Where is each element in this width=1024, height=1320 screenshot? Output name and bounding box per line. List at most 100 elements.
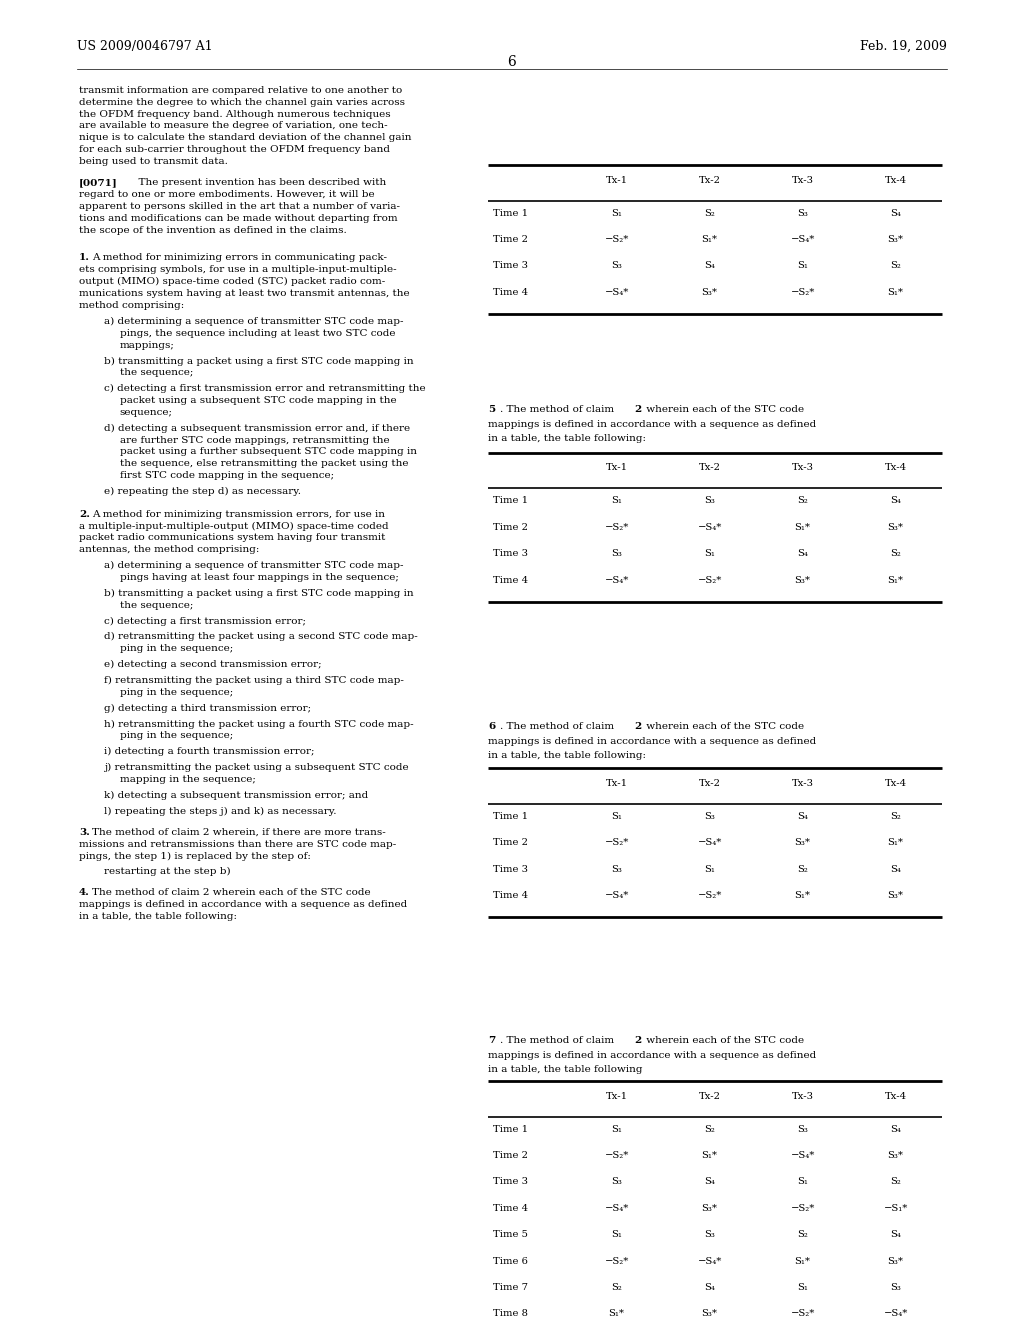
Text: S₃: S₃ — [705, 812, 715, 821]
Text: munications system having at least two transmit antennas, the: munications system having at least two t… — [79, 289, 410, 298]
Text: S₃: S₃ — [611, 261, 622, 271]
Text: The method of claim 2 wherein, if there are more trans-: The method of claim 2 wherein, if there … — [92, 828, 386, 837]
Text: tions and modifications can be made without departing from: tions and modifications can be made with… — [79, 214, 397, 223]
Text: A method for minimizing transmission errors, for use in: A method for minimizing transmission err… — [92, 510, 385, 519]
Text: Tx-2: Tx-2 — [698, 779, 721, 788]
Text: 6: 6 — [488, 722, 496, 731]
Text: g) detecting a third transmission error;: g) detecting a third transmission error; — [104, 704, 311, 713]
Text: mappings is defined in accordance with a sequence as defined: mappings is defined in accordance with a… — [488, 737, 817, 746]
Text: in a table, the table following:: in a table, the table following: — [488, 434, 646, 444]
Text: ping in the sequence;: ping in the sequence; — [120, 688, 233, 697]
Text: S₁: S₁ — [797, 1283, 808, 1292]
Text: −S₂*: −S₂* — [604, 523, 629, 532]
Text: missions and retransmissions than there are STC code map-: missions and retransmissions than there … — [79, 840, 396, 849]
Text: Time 7: Time 7 — [493, 1283, 528, 1292]
Text: antennas, the method comprising:: antennas, the method comprising: — [79, 545, 259, 554]
Text: Time 4: Time 4 — [493, 288, 528, 297]
Text: Time 1: Time 1 — [493, 1125, 528, 1134]
Text: 2: 2 — [634, 1036, 641, 1045]
Text: S₃: S₃ — [611, 1177, 622, 1187]
Text: S₂: S₂ — [797, 1230, 808, 1239]
Text: e) repeating the step d) as necessary.: e) repeating the step d) as necessary. — [104, 487, 301, 496]
Text: S₃: S₃ — [611, 549, 622, 558]
Text: being used to transmit data.: being used to transmit data. — [79, 157, 227, 166]
Text: S₄: S₄ — [890, 209, 901, 218]
Text: sequence;: sequence; — [120, 408, 173, 417]
Text: pings, the step 1) is replaced by the step of:: pings, the step 1) is replaced by the st… — [79, 851, 310, 861]
Text: Time 2: Time 2 — [493, 838, 528, 847]
Text: Time 1: Time 1 — [493, 812, 528, 821]
Text: Tx-1: Tx-1 — [605, 463, 628, 473]
Text: −S₂*: −S₂* — [791, 1204, 815, 1213]
Text: h) retransmitting the packet using a fourth STC code map-: h) retransmitting the packet using a fou… — [104, 719, 414, 729]
Text: −S₄*: −S₄* — [791, 235, 815, 244]
Text: S₁: S₁ — [611, 496, 622, 506]
Text: S₁*: S₁* — [608, 1309, 625, 1319]
Text: Tx-2: Tx-2 — [698, 463, 721, 473]
Text: . The method of claim: . The method of claim — [500, 722, 617, 731]
Text: S₂: S₂ — [797, 496, 808, 506]
Text: S₄: S₄ — [705, 261, 715, 271]
Text: Tx-3: Tx-3 — [792, 463, 814, 473]
Text: −S₄*: −S₄* — [791, 1151, 815, 1160]
Text: S₁: S₁ — [797, 261, 808, 271]
Text: mappings is defined in accordance with a sequence as defined: mappings is defined in accordance with a… — [488, 420, 817, 429]
Text: wherein each of the STC code: wherein each of the STC code — [643, 1036, 804, 1045]
Text: S₃*: S₃* — [701, 288, 718, 297]
Text: output (MIMO) space-time coded (STC) packet radio com-: output (MIMO) space-time coded (STC) pac… — [79, 277, 385, 286]
Text: S₁*: S₁* — [888, 288, 903, 297]
Text: Time 2: Time 2 — [493, 523, 528, 532]
Text: S₃*: S₃* — [795, 838, 811, 847]
Text: −S₂*: −S₂* — [604, 1151, 629, 1160]
Text: b) transmitting a packet using a first STC code mapping in: b) transmitting a packet using a first S… — [104, 589, 414, 598]
Text: S₂: S₂ — [890, 1177, 901, 1187]
Text: 1.: 1. — [79, 253, 90, 263]
Text: the sequence, else retransmitting the packet using the: the sequence, else retransmitting the pa… — [120, 459, 409, 469]
Text: −S₂*: −S₂* — [791, 288, 815, 297]
Text: the sequence;: the sequence; — [120, 601, 194, 610]
Text: Tx-2: Tx-2 — [698, 176, 721, 185]
Text: determine the degree to which the channel gain varies across: determine the degree to which the channe… — [79, 98, 404, 107]
Text: c) detecting a first transmission error and retransmitting the: c) detecting a first transmission error … — [104, 384, 426, 393]
Text: S₄: S₄ — [705, 1177, 715, 1187]
Text: restarting at the step b): restarting at the step b) — [104, 867, 231, 876]
Text: are available to measure the degree of variation, one tech-: are available to measure the degree of v… — [79, 121, 387, 131]
Text: US 2009/0046797 A1: US 2009/0046797 A1 — [77, 40, 212, 53]
Text: −S₄*: −S₄* — [884, 1309, 907, 1319]
Text: S₃*: S₃* — [795, 576, 811, 585]
Text: ping in the sequence;: ping in the sequence; — [120, 644, 233, 653]
Text: S₃*: S₃* — [888, 523, 903, 532]
Text: Time 5: Time 5 — [493, 1230, 528, 1239]
Text: S₃: S₃ — [611, 865, 622, 874]
Text: Tx-1: Tx-1 — [605, 779, 628, 788]
Text: S₄: S₄ — [797, 812, 808, 821]
Text: Tx-4: Tx-4 — [885, 463, 906, 473]
Text: pings, the sequence including at least two STC code: pings, the sequence including at least t… — [120, 329, 395, 338]
Text: Time 4: Time 4 — [493, 576, 528, 585]
Text: S₄: S₄ — [890, 1230, 901, 1239]
Text: −S₄*: −S₄* — [604, 891, 629, 900]
Text: for each sub-carrier throughout the OFDM frequency band: for each sub-carrier throughout the OFDM… — [79, 145, 390, 154]
Text: S₃: S₃ — [797, 209, 808, 218]
Text: e) detecting a second transmission error;: e) detecting a second transmission error… — [104, 660, 323, 669]
Text: k) detecting a subsequent transmission error; and: k) detecting a subsequent transmission e… — [104, 791, 369, 800]
Text: −S₂*: −S₂* — [604, 235, 629, 244]
Text: 6: 6 — [508, 55, 516, 70]
Text: S₃*: S₃* — [701, 1204, 718, 1213]
Text: wherein each of the STC code: wherein each of the STC code — [643, 722, 804, 731]
Text: are further STC code mappings, retransmitting the: are further STC code mappings, retransmi… — [120, 436, 389, 445]
Text: 5: 5 — [488, 405, 496, 414]
Text: −S₄*: −S₄* — [604, 1204, 629, 1213]
Text: Time 2: Time 2 — [493, 235, 528, 244]
Text: −S₂*: −S₂* — [791, 1309, 815, 1319]
Text: −S₂*: −S₂* — [604, 1257, 629, 1266]
Text: packet using a subsequent STC code mapping in the: packet using a subsequent STC code mappi… — [120, 396, 396, 405]
Text: a) determining a sequence of transmitter STC code map-: a) determining a sequence of transmitter… — [104, 561, 403, 570]
Text: Tx-3: Tx-3 — [792, 779, 814, 788]
Text: S₁*: S₁* — [795, 891, 811, 900]
Text: S₁*: S₁* — [888, 838, 903, 847]
Text: S₄: S₄ — [705, 1283, 715, 1292]
Text: Time 8: Time 8 — [493, 1309, 528, 1319]
Text: S₃: S₃ — [797, 1125, 808, 1134]
Text: −S₄*: −S₄* — [604, 288, 629, 297]
